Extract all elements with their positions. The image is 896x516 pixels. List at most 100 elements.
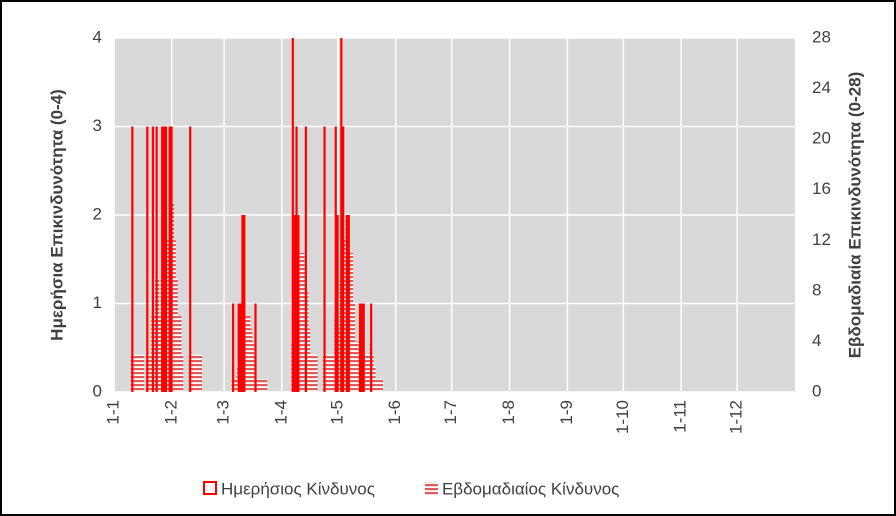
weekly-bar [196, 354, 199, 392]
weekly-bar [255, 379, 258, 392]
weekly-bar [190, 354, 193, 392]
x-tick-label: 1-4 [271, 400, 290, 425]
weekly-bar [179, 316, 182, 392]
x-tick-label: 1-9 [557, 400, 576, 425]
daily-bar [151, 126, 154, 392]
weekly-bar [261, 379, 264, 392]
daily-bar [162, 126, 166, 392]
weekly-bar [324, 354, 327, 392]
daily-bar [241, 215, 244, 392]
daily-bar [362, 303, 365, 392]
y2-axis-title: Εβδομαδιαία Επικινδυνότητα (0-28) [845, 72, 864, 359]
y2-tick-label: 24 [812, 78, 831, 97]
daily-bar [347, 215, 350, 392]
legend-label: Ημερήσιος Κίνδυνος [221, 479, 375, 498]
weekly-bar [330, 354, 333, 392]
daily-bar [239, 303, 242, 392]
daily-bar [297, 215, 300, 392]
daily-bar [189, 126, 192, 392]
weekly-bar [153, 316, 156, 392]
weekly-bar [141, 354, 145, 392]
weekly-bar [364, 354, 367, 392]
weekly-bar [298, 252, 301, 392]
weekly-bar [132, 354, 135, 392]
weekly-bar [343, 240, 346, 392]
daily-bar [293, 215, 296, 392]
y-tick-label: 2 [93, 204, 102, 223]
weekly-bar [134, 354, 137, 392]
daily-bar [340, 38, 343, 392]
x-tick-label: 1-12 [727, 400, 746, 434]
weekly-bar [328, 354, 331, 392]
weekly-bar [311, 354, 314, 392]
x-tick-label: 1-10 [613, 400, 632, 434]
daily-bar [291, 38, 294, 392]
daily-bar [360, 303, 363, 392]
weekly-bar [175, 278, 178, 392]
y2-tick-label: 12 [812, 230, 831, 249]
daily-bar [336, 215, 339, 392]
daily-bar [146, 126, 149, 392]
y2-tick-label: 8 [812, 280, 821, 299]
weekly-bar [332, 354, 335, 392]
weekly-bar [302, 252, 305, 392]
weekly-bar [263, 379, 266, 392]
weekly-bar [326, 354, 329, 392]
weekly-bar [377, 379, 380, 392]
x-tick-label: 1-6 [385, 400, 404, 425]
x-tick-label: 1-1 [103, 400, 122, 425]
daily-bar [168, 126, 171, 392]
weekly-bar [171, 202, 175, 392]
y2-tick-label: 16 [812, 179, 831, 198]
weekly-bar [352, 303, 355, 392]
weekly-bar [265, 379, 268, 392]
y2-tick-label: 0 [812, 381, 821, 400]
legend-label: Εβδομαδιαίος Κίνδυνος [442, 479, 619, 498]
daily-bar [323, 126, 326, 392]
weekly-bar [356, 341, 359, 392]
y-axis-title: Ημερήσια Επικινδυνότητα (0-4) [47, 89, 66, 341]
weekly-bar [252, 341, 255, 392]
weekly-bar [371, 354, 374, 392]
weekly-bar [248, 316, 251, 392]
weekly-bar [367, 354, 370, 392]
daily-bar [334, 126, 337, 392]
x-tick-label: 1-2 [161, 400, 180, 425]
weekly-bar [373, 366, 376, 392]
weekly-bar [313, 354, 316, 392]
daily-bar [358, 303, 362, 392]
weekly-bar [177, 316, 180, 392]
weekly-bar [375, 379, 378, 392]
weekly-bar [315, 354, 318, 392]
legend: Ημερήσιος Κίνδυνος Εβδομαδιαίος Κίνδυνος [203, 479, 619, 498]
weekly-bar [156, 278, 160, 392]
y2-tick-label: 4 [812, 331, 821, 350]
weekly-bar [173, 240, 176, 392]
weekly-bar [181, 354, 184, 392]
weekly-bar [140, 354, 143, 392]
y2-tick-label: 28 [812, 27, 831, 46]
weekly-bar [354, 341, 357, 392]
daily-bar [232, 303, 235, 392]
legend-swatch [203, 481, 217, 495]
daily-bar [164, 126, 168, 392]
weekly-bar [378, 379, 382, 392]
daily-bar [342, 126, 345, 392]
x-tick-label: 1-5 [327, 400, 346, 425]
weekly-bar [199, 354, 202, 392]
daily-bar [345, 215, 349, 392]
daily-bar [370, 303, 373, 392]
daily-bar [254, 303, 257, 392]
daily-bar [155, 126, 158, 392]
weekly-bar [194, 354, 197, 392]
weekly-bar [233, 379, 236, 392]
weekly-bar [192, 354, 195, 392]
x-tick-label: 1-8 [499, 400, 518, 425]
weekly-bar [235, 379, 238, 392]
x-tick-label: 1-11 [671, 400, 690, 433]
daily-bar [131, 126, 134, 392]
weekly-bar [306, 290, 309, 392]
weekly-bar [250, 328, 253, 392]
weekly-bar [246, 316, 249, 392]
